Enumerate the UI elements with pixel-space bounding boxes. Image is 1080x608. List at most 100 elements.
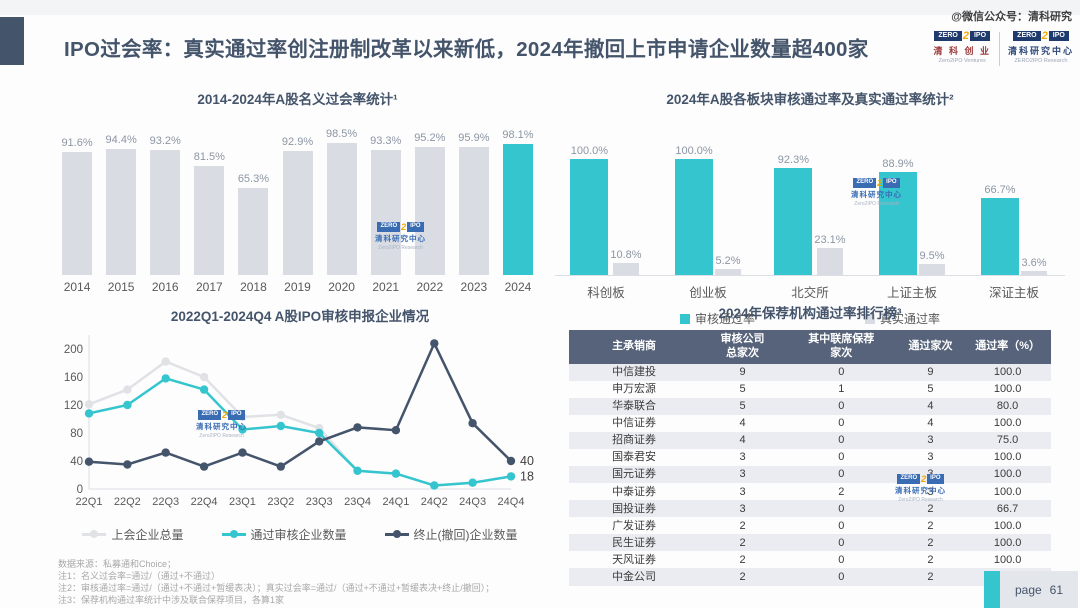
table-cell: 0: [838, 553, 845, 566]
data-point-上会企业总量-22Q1: [84, 400, 94, 409]
legend-dot-icon: [392, 530, 401, 539]
logo-cn-text: 清 科 创 业: [933, 46, 991, 56]
bar-column: 88.9%: [879, 116, 917, 275]
y-tick-120: 120: [64, 400, 83, 412]
series-line-上会企业总量: [88, 360, 512, 487]
legend-swatch-icon: [679, 313, 690, 324]
data-point-终止(撤回)企业数量-23Q4: [353, 423, 362, 432]
x-tick-23Q2: 23Q2: [267, 496, 294, 508]
logo-two: 2: [921, 474, 927, 484]
chart-title: 2014-2024年A股名义过会率统计¹: [197, 92, 398, 107]
table-row: 中信证券 4 0 4 100.0: [569, 415, 1051, 432]
table-row: 国元证券303100.0: [569, 465, 1051, 484]
wechat-watermark: @微信公众号：清科研究: [951, 11, 1072, 23]
bar-科创板-审核通过率: [570, 159, 609, 275]
data-point-上会企业总量-22Q4: [199, 372, 209, 382]
table-cell: 4: [927, 417, 934, 430]
x-tick-23Q1: 23Q1: [229, 496, 256, 508]
data-point-通过审核企业数量-22Q4: [199, 385, 209, 394]
end-label-终止(撤回)企业数量: 40: [520, 454, 534, 468]
table-cell: 100.0: [964, 534, 1051, 552]
zero2ipo-watermark: ZERO 2 IPO 清科研究中心 Zero2IPO Research: [375, 222, 426, 251]
sponsor-ranking-table-panel: 2024年保荐机构通过率排行榜³ 主承销商 审核公司 总家次 其中联席保荐 家次 通过家次…: [555, 302, 1065, 586]
bar-column: 100.0%: [570, 116, 609, 275]
table-cell: 中信建投: [569, 363, 700, 381]
data-point-通过审核企业数量-23Q1: [238, 425, 247, 434]
column-header-line: 总家次: [726, 346, 759, 359]
logo-en-text: Zero2IPO Research: [378, 245, 423, 251]
axis-label-2021: 2021: [372, 280, 400, 294]
legend-dot-icon: [90, 530, 99, 539]
table-row: 国泰君安 3 0 3 100.0: [569, 449, 1051, 466]
bar-value-label: 81.5%: [193, 150, 225, 163]
x-tick-24Q1: 24Q1: [382, 496, 409, 508]
table-row: 中金公司202100.0: [569, 568, 1051, 586]
logo-cn-text: 清科研究中心: [375, 234, 426, 243]
data-point-上会企业总量-23Q2: [276, 410, 285, 419]
bar-value-label: 5.2%: [715, 255, 741, 267]
table-cell: 5: [699, 397, 786, 415]
x-tick-24Q4: 24Q4: [498, 496, 525, 508]
table-row: 民生证券 2 0 2 100.0: [569, 534, 1051, 552]
axis-label-2018: 2018: [240, 280, 267, 294]
data-point-通过审核企业数量-22Q2: [123, 400, 132, 410]
table-cell: 2: [896, 534, 965, 552]
y-tick-0: 0: [77, 484, 83, 496]
logo-zero-box: ZERO: [377, 222, 401, 232]
zero2ipo-badge: ZERO 2 IPO: [1013, 30, 1069, 42]
logo-zero-box: ZERO: [853, 178, 877, 188]
x-tick-24Q3: 24Q3: [459, 496, 486, 508]
data-point-终止(撤回)企业数量-23Q3: [315, 437, 324, 446]
data-point-终止(撤回)企业数量-23Q1: [238, 448, 247, 457]
table-cell: 100.0: [993, 519, 1022, 532]
logo-ipo-box: IPO: [969, 30, 991, 42]
table-cell: 75.0: [964, 431, 1051, 449]
table-row: 申万宏源 5 1 5 100.0: [569, 381, 1051, 398]
table-cell: 2: [838, 485, 845, 498]
zero2ipo-watermark: ZERO 2 IPO 清科研究中心 Zero2IPO Research: [851, 178, 902, 207]
sponsor-ranking-table: 主承销商 审核公司 总家次 其中联席保荐 家次 通过家次 通过率（%） 中信建投 9 0 9 100.…: [569, 330, 1051, 586]
zero2ipo-research-logo: ZERO 2 IPO 清科研究中心 ZERO2IPO Research: [1008, 30, 1074, 64]
table-cell: 中泰证券: [612, 485, 657, 498]
bar-value-label: 9.5%: [919, 250, 945, 262]
bar-2014: [62, 152, 93, 275]
bar-value-label: 3.6%: [1021, 256, 1047, 269]
table-cell: 国投证券: [569, 500, 700, 518]
bar-group-2014: 91.6% 2014: [55, 116, 99, 294]
table-cell: 2: [739, 519, 746, 532]
table-cell: 2: [896, 500, 965, 518]
axis-label-上证主板: 上证主板: [886, 286, 937, 300]
bar-group-2019: 92.9% 2019: [275, 116, 319, 295]
table-cell: 0: [785, 431, 897, 449]
table-row: 中信建投 9 0 9 100.0: [569, 363, 1051, 381]
bar-group-科创板: 100.0% 10.8%: [555, 116, 657, 275]
column-header: 主承销商: [569, 330, 700, 364]
data-point-终止(撤回)企业数量-22Q3: [161, 448, 170, 457]
table-cell: 0: [785, 465, 897, 484]
data-point-终止(撤回)企业数量-24Q1: [391, 426, 401, 435]
data-point-通过审核企业数量-24Q1: [391, 469, 401, 478]
legend-dot-icon: [229, 530, 238, 539]
legend-label: 通过审核企业数量: [250, 528, 347, 542]
column-header: 通过家次: [896, 330, 965, 364]
legend-line-icon: [384, 530, 409, 539]
axis-label-深证主板: 深证主板: [988, 286, 1039, 300]
legend-item-终止(撤回)企业数量: 终止(撤回)企业数量: [384, 526, 518, 543]
bar-column: 5.2%: [715, 116, 741, 275]
column-header: 其中联席保荐 家次: [785, 330, 897, 364]
line-chart-plot: 0 40 80 120 160 200 22Q1 22Q2 22Q3 22Q4 23Q1 23Q2 23…: [55, 325, 545, 524]
legend-item-上会企业总量: 上会企业总量: [82, 526, 184, 543]
table-cell: 80.0: [964, 397, 1051, 415]
bar-2021: [370, 150, 401, 275]
table-cell: 3: [927, 485, 934, 498]
table-cell: 100.0: [964, 465, 1051, 484]
table-cell: 9: [896, 363, 965, 381]
legend-label: 审核通过率: [694, 312, 755, 326]
table-cell: 4: [699, 431, 786, 449]
bar-2020: [326, 143, 357, 275]
bar-深证主板-审核通过率: [981, 197, 1019, 275]
bar-group-2017: 81.5% 2017: [187, 116, 231, 294]
bar-value-label: 100.0%: [675, 145, 713, 157]
bar-group-2016: 93.2% 2016: [143, 116, 187, 294]
chart-legend: 上会企业总量 通过审核企业数量 终止(撤回)企业数量: [55, 526, 545, 543]
